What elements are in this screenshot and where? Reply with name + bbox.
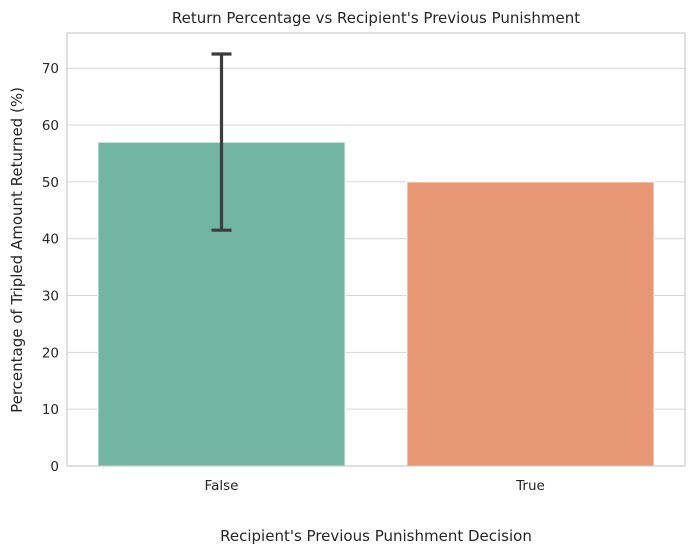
x-axis-label: Recipient's Previous Punishment Decision bbox=[220, 527, 532, 545]
error-bars bbox=[211, 52, 232, 232]
y-tick-label: 0 bbox=[50, 459, 59, 475]
x-tick-label: True bbox=[515, 478, 545, 494]
y-tick-label: 10 bbox=[42, 402, 59, 418]
y-tick-label: 30 bbox=[42, 289, 59, 305]
y-tick-label: 20 bbox=[42, 345, 59, 361]
y-tick-label: 70 bbox=[42, 61, 59, 77]
chart-title: Return Percentage vs Recipient's Previou… bbox=[172, 9, 580, 27]
y-axis-label: Percentage of Tripled Amount Returned (%… bbox=[8, 87, 26, 413]
y-tick-label: 50 bbox=[42, 175, 59, 191]
y-tick-label: 40 bbox=[42, 232, 59, 248]
plot-frame bbox=[66, 32, 686, 467]
x-tick-labels: False True bbox=[205, 478, 545, 494]
bars bbox=[97, 141, 655, 467]
bar-true bbox=[406, 181, 655, 467]
x-tick-label: False bbox=[205, 478, 239, 494]
y-tick-labels: 0 10 20 30 40 50 60 70 bbox=[42, 61, 59, 475]
y-tick-label: 60 bbox=[42, 118, 59, 134]
